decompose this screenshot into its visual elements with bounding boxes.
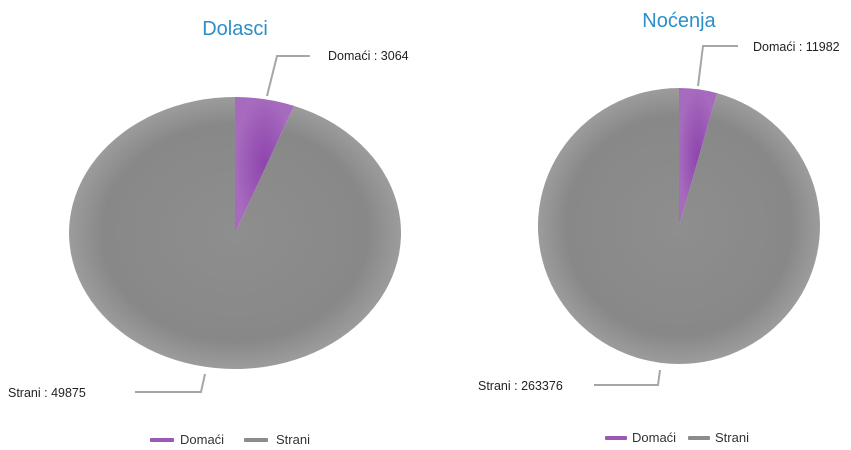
legend-nocenja: Domaći Strani [605, 430, 749, 445]
chart-title-dolasci: Dolasci [202, 18, 268, 40]
legend-dolasci: Domaći Strani [150, 432, 310, 447]
legend-label-domaci-dolasci[interactable]: Domaći [180, 432, 224, 447]
pie-slice-domaci-dolasci[interactable] [235, 97, 295, 233]
chart-nocenja: Noćenja Domaći : 11982 Strani : 263376 D… [478, 10, 840, 445]
chart-dolasci: Dolasci Domaći : 3064 Strani : 49875 Dom… [8, 18, 409, 447]
leader-line-strani-dolasci [135, 373, 206, 393]
leader-line-domaci-nocenja [697, 45, 738, 87]
pie-dolasci [69, 97, 402, 369]
legend-swatch-domaci-nocenja[interactable] [605, 436, 627, 440]
pie-slice-strani-dolasci[interactable] [69, 97, 402, 369]
legend-swatch-strani-dolasci[interactable] [244, 438, 268, 442]
leader-line-strani-nocenja [594, 369, 661, 386]
leader-line-domaci-dolasci [266, 55, 310, 97]
legend-label-domaci-nocenja[interactable]: Domaći [632, 430, 676, 445]
callout-label-domaci-dolasci: Domaći : 3064 [328, 49, 409, 63]
callout-label-strani-dolasci: Strani : 49875 [8, 386, 86, 400]
legend-swatch-strani-nocenja[interactable] [688, 436, 710, 440]
legend-swatch-domaci-dolasci[interactable] [150, 438, 174, 442]
callout-label-domaci-nocenja: Domaći : 11982 [753, 40, 840, 54]
legend-label-strani-dolasci[interactable]: Strani [276, 432, 310, 447]
pie-slice-domaci-nocenja[interactable] [679, 88, 718, 226]
legend-label-strani-nocenja[interactable]: Strani [715, 430, 749, 445]
pie-slice-strani-nocenja[interactable] [537, 87, 820, 365]
chart-title-nocenja: Noćenja [642, 10, 716, 32]
pie-nocenja [537, 87, 820, 365]
callout-label-strani-nocenja: Strani : 263376 [478, 379, 563, 393]
